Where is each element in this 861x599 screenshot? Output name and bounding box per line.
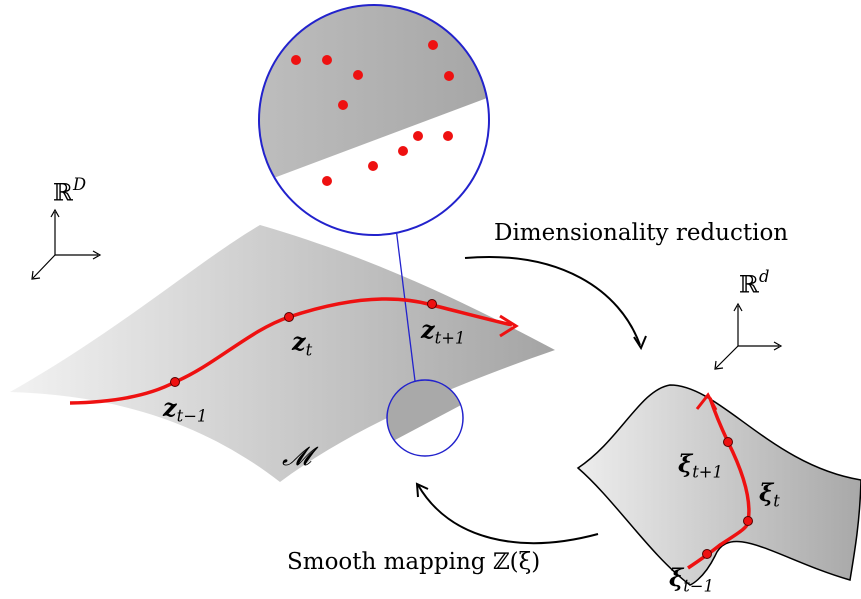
point-xi-tminus1 (702, 549, 712, 559)
zoom-source-circle (386, 379, 464, 457)
sample-point (443, 131, 453, 141)
zoom-magnified-region (259, 5, 489, 235)
sample-point (368, 161, 378, 171)
arrow-to-latent (464, 256, 647, 351)
zoom-samples (291, 40, 454, 186)
manifold-surface (10, 225, 555, 482)
sample-point (291, 55, 301, 65)
label-z-tminus1: zt−1 (163, 393, 208, 426)
sample-point (322, 176, 332, 186)
ambient-space-label: ℝD (53, 175, 87, 207)
label-xi-tminus1: ξt−1 (669, 563, 714, 596)
manifold-trajectory-arrowhead (499, 314, 519, 338)
sample-point (338, 100, 348, 110)
point-z-t (284, 312, 294, 322)
sample-point (428, 40, 438, 50)
caption-dimensionality-reduction: Dimensionality reduction (494, 220, 789, 246)
zoom-circle (258, 4, 490, 236)
sample-point (413, 131, 423, 141)
point-z-tminus1 (170, 377, 180, 387)
latent-space-label: ℝd (739, 267, 770, 299)
point-xi-tplus1 (723, 437, 733, 447)
label-xi-tplus1: ξt+1 (678, 449, 723, 482)
label-z-tplus1: zt+1 (421, 315, 466, 348)
label-z-t: zt (292, 327, 313, 360)
sample-point (398, 146, 408, 156)
point-xi-t (743, 516, 753, 526)
point-z-tplus1 (427, 299, 437, 309)
label-xi-t: ξt (759, 478, 780, 511)
sample-point (353, 70, 363, 80)
axes-icon-ambient (31, 208, 102, 280)
arrow-to-manifold (415, 482, 599, 545)
latent-trajectory-arrowhead (695, 392, 718, 411)
zoom-connector (395, 227, 416, 382)
sample-point (444, 71, 454, 81)
caption-smooth-mapping: Smooth mapping ℤ(ξ) (287, 549, 541, 575)
axes-icon-latent (714, 302, 783, 370)
sample-point (322, 55, 332, 65)
latent-surface (576, 384, 861, 586)
manifold-label: 𝓜 (282, 442, 312, 472)
